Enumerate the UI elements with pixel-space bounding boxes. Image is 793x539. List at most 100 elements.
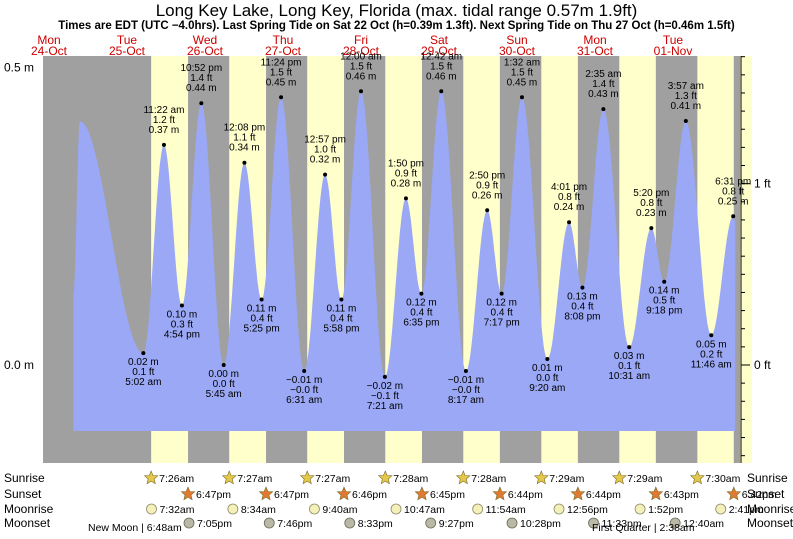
sunrise-time: 7:28am [393,473,428,485]
moonrise-icon [146,503,157,515]
high-tide-height-m: 0.44 m [186,83,217,94]
high-tide-height-ft: 0.9 ft [395,168,417,179]
new-moon-label: New Moon | 6:48am [88,522,182,534]
tide-point [519,95,524,100]
tide-point [463,368,468,373]
high-tide-time: 2:50 pm [469,170,505,181]
daylight-band [740,56,752,463]
row-label-left: Sunrise [4,471,45,485]
high-tide-time: 2:35 am [585,69,621,80]
low-tide-time: 6:35 pm [403,318,439,329]
day-date: 27-Oct [265,44,302,58]
low-tide-height-ft: −0.0 ft [452,385,480,396]
high-tide-height-ft: 0.8 ft [640,198,662,209]
tide-point [161,142,166,147]
tide-point [359,89,363,94]
tide-point [259,297,264,302]
low-tide-height-m: −0.01 m [448,375,484,386]
sunrise-icon [689,470,705,485]
tide-point [731,214,736,219]
sunrise-icon [299,470,315,485]
tide-point [709,333,714,338]
sunset-icon [258,486,274,501]
moonset-icon [506,517,518,529]
day-date: 25-Oct [109,44,146,58]
low-tide-time: 5:45 am [206,389,242,400]
high-tide-height-m: 0.46 m [346,71,377,82]
high-tide-height-m: 0.34 m [229,143,260,154]
sunset-time: 6:47pm [196,489,231,501]
moonrise-time: 12:56pm [567,504,608,516]
high-tide-height-ft: 1.1 ft [233,133,255,144]
moonrise-icon [390,503,402,515]
sunset-icon [492,486,508,501]
high-tide-height-ft: 1.4 ft [190,73,212,84]
sunrise-icon [455,470,471,485]
moonset-time: 11:33pm [602,518,642,530]
low-tide-height-m: 0.01 m [532,363,563,374]
sunset-time: 6:42pm [742,489,777,501]
chart-title: Long Key Lake, Long Key, Florida (max. t… [155,1,638,20]
high-tide-height-ft: 0.8 ft [558,192,580,203]
low-tide-height-ft: −0.1 ft [371,391,399,402]
day-weekday: Thu [273,33,294,47]
moonset-time: 12:40am [683,518,724,530]
low-tide-time: 8:17 am [448,395,484,406]
moonrise-time: 7:32am [159,504,194,516]
high-tide-time: 11:24 pm [261,57,302,68]
day-date: 26-Oct [187,44,224,58]
sunset-icon [180,486,196,501]
day-date: 30-Oct [499,44,536,58]
sunrise-time: 7:26am [159,473,194,485]
low-tide-height-ft: 0.0 ft [213,379,235,390]
moonset-time: 9:27pm [439,518,474,530]
y-tick-label-left: 0.0 m [4,358,34,372]
high-tide-height-m: 0.25 m [718,196,749,207]
low-tide-height-ft: 0.2 ft [700,349,722,360]
tide-point [302,368,307,373]
high-tide-height-m: 0.41 m [671,101,702,112]
low-tide-height-m: 0.05 m [696,339,727,350]
tide-point [439,89,444,94]
moonrise-time: 1:52pm [648,504,683,516]
low-tide-height-m: 0.10 m [167,310,198,321]
high-tide-time: 6:31 pm [715,176,751,187]
low-tide-height-m: −0.01 m [286,375,322,386]
tide-point [419,291,424,296]
day-date: 28-Oct [343,44,380,58]
high-tide-height-ft: 1.0 ft [314,145,336,156]
sunrise-time: 7:27am [315,473,350,485]
high-tide-time: 1:50 pm [388,158,424,169]
moonset-icon [669,517,681,529]
tide-point [323,172,328,177]
moonrise-time: 10:47am [404,504,445,516]
low-tide-height-m: 0.12 m [486,298,517,309]
sunrise-icon [221,470,237,485]
low-tide-height-m: 0.11 m [326,304,356,315]
tide-point [141,351,146,356]
high-tide-height-m: 0.32 m [310,155,341,166]
high-tide-time: 5:20 pm [633,188,669,199]
low-tide-height-ft: 0.1 ft [132,367,154,378]
tide-point [242,160,247,165]
day-weekday: Mon [583,33,606,47]
sunset-time: 6:46pm [352,489,387,501]
moonset-icon [183,517,195,529]
day-date: 31-Oct [577,44,614,58]
moonrise-icon [227,503,239,515]
low-tide-height-m: 0.13 m [567,292,598,303]
sunset-icon [414,486,430,501]
high-tide-time: 3:57 am [668,81,704,92]
sunrise-time: 7:27am [237,473,272,485]
low-tide-height-ft: 0.3 ft [171,320,193,331]
low-tide-time: 5:58 pm [323,324,359,335]
tide-point [662,279,667,284]
high-tide-height-ft: 1.5 ft [511,67,533,78]
moonset-time: 7:05pm [197,518,232,530]
chart-subtitle: Times are EDT (UTC −4.0hrs). Last Spring… [58,20,735,32]
day-weekday: Fri [354,33,368,47]
high-tide-time: 12:00 am [340,51,382,62]
row-label-right: Sunset [747,487,785,501]
high-tide-height-ft: 0.8 ft [722,186,744,197]
